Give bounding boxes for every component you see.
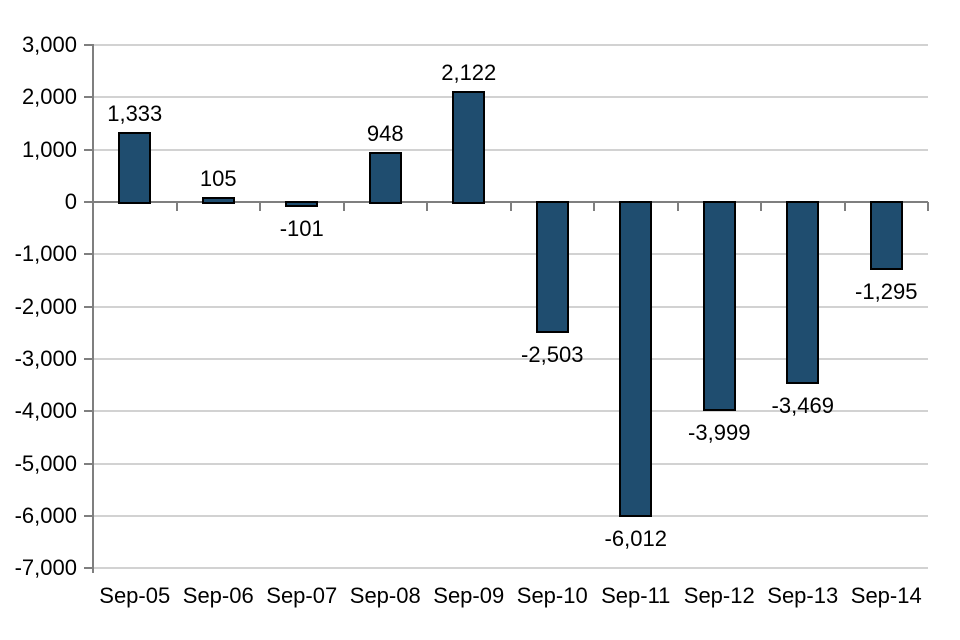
- x-axis-label-sep-11: Sep-11: [601, 583, 671, 608]
- y-axis-tick-label: 2,000: [21, 84, 77, 110]
- gridline: [93, 462, 928, 465]
- x-axis-label-sep-12: Sep-12: [683, 583, 755, 608]
- gridline: [93, 148, 928, 151]
- y-axis-tick: [84, 567, 93, 570]
- x-axis-label-sep-06: Sep-06: [182, 583, 254, 608]
- x-axis-tick: [342, 202, 345, 211]
- y-axis-tick: [84, 201, 93, 203]
- y-axis-tick-label: -4,000: [14, 398, 77, 424]
- y-axis-tick-label: -1,000: [14, 241, 77, 267]
- y-axis-tick: [84, 44, 93, 46]
- y-axis-tick-label: -7,000: [14, 555, 77, 581]
- x-axis-tick: [259, 202, 261, 211]
- y-axis-tick: [84, 410, 93, 413]
- x-axis-label-sep-08: Sep-08: [349, 583, 421, 608]
- x-axis-label-sep-14: Sep-14: [850, 583, 922, 608]
- gridline: [93, 410, 928, 413]
- bar-sep-07[interactable]: [285, 201, 319, 208]
- y-axis-tick: [84, 514, 93, 517]
- gridline: [93, 44, 928, 46]
- x-axis-label-sep-13: Sep-13: [767, 583, 839, 608]
- y-axis-tick: [84, 462, 93, 465]
- x-axis-tick: [509, 202, 512, 211]
- y-axis-tick-label: 0: [64, 189, 77, 214]
- x-axis-label-sep-05: Sep-05: [99, 583, 171, 608]
- x-axis-label-sep-10: Sep-10: [516, 583, 588, 608]
- y-axis-tick-label: 1,000: [21, 136, 77, 162]
- bar-sep-09[interactable]: [452, 90, 486, 204]
- gridline: [93, 305, 928, 308]
- data-label-sep-06: 105: [199, 165, 237, 191]
- bar-sep-14[interactable]: [869, 201, 903, 270]
- y-axis-tick: [84, 96, 93, 99]
- data-label-sep-09: 2,122: [441, 59, 497, 85]
- bar-sep-11[interactable]: [619, 201, 653, 517]
- x-axis-tick: [927, 202, 929, 211]
- data-label-sep-10: -2,503: [521, 341, 584, 367]
- y-axis-line: [92, 44, 94, 574]
- y-axis-tick-label: -3,000: [14, 345, 77, 371]
- data-label-sep-13: -3,469: [771, 392, 834, 418]
- gridline: [93, 253, 928, 256]
- y-axis-tick: [84, 305, 93, 308]
- x-axis-tick: [843, 202, 846, 211]
- bar-sep-13[interactable]: [786, 201, 820, 384]
- gridline: [93, 357, 928, 360]
- y-axis-tick-label: -2,000: [14, 293, 77, 319]
- x-axis-tick: [593, 202, 595, 211]
- data-label-sep-08: 948: [366, 121, 404, 147]
- gridline: [93, 567, 928, 570]
- gridline: [93, 96, 928, 99]
- data-label-sep-07: -101: [279, 216, 324, 242]
- y-axis-tick-label: 3,000: [21, 32, 77, 57]
- x-axis-label-sep-09: Sep-09: [433, 583, 505, 608]
- bar-sep-10[interactable]: [535, 201, 569, 333]
- y-axis-tick-label: -5,000: [14, 450, 77, 476]
- bar-sep-08[interactable]: [368, 152, 402, 204]
- x-axis-tick: [175, 202, 178, 211]
- x-axis-tick: [760, 202, 762, 211]
- y-axis-tick: [84, 253, 93, 256]
- data-label-sep-11: -6,012: [604, 525, 667, 551]
- bar-sep-06[interactable]: [201, 196, 235, 204]
- data-label-sep-14: -1,295: [855, 278, 918, 304]
- x-axis-tick: [676, 202, 679, 211]
- y-axis-tick-label: -6,000: [14, 502, 77, 528]
- data-label-sep-12: -3,999: [688, 420, 751, 446]
- bar-sep-12[interactable]: [702, 201, 736, 412]
- y-axis-tick: [84, 357, 93, 360]
- gridline: [93, 514, 928, 517]
- x-axis-tick: [426, 202, 428, 211]
- bar-sep-05[interactable]: [118, 132, 152, 204]
- y-axis-tick: [84, 148, 93, 151]
- data-label-sep-05: 1,333: [107, 101, 163, 127]
- x-axis-label-sep-07: Sep-07: [266, 583, 338, 608]
